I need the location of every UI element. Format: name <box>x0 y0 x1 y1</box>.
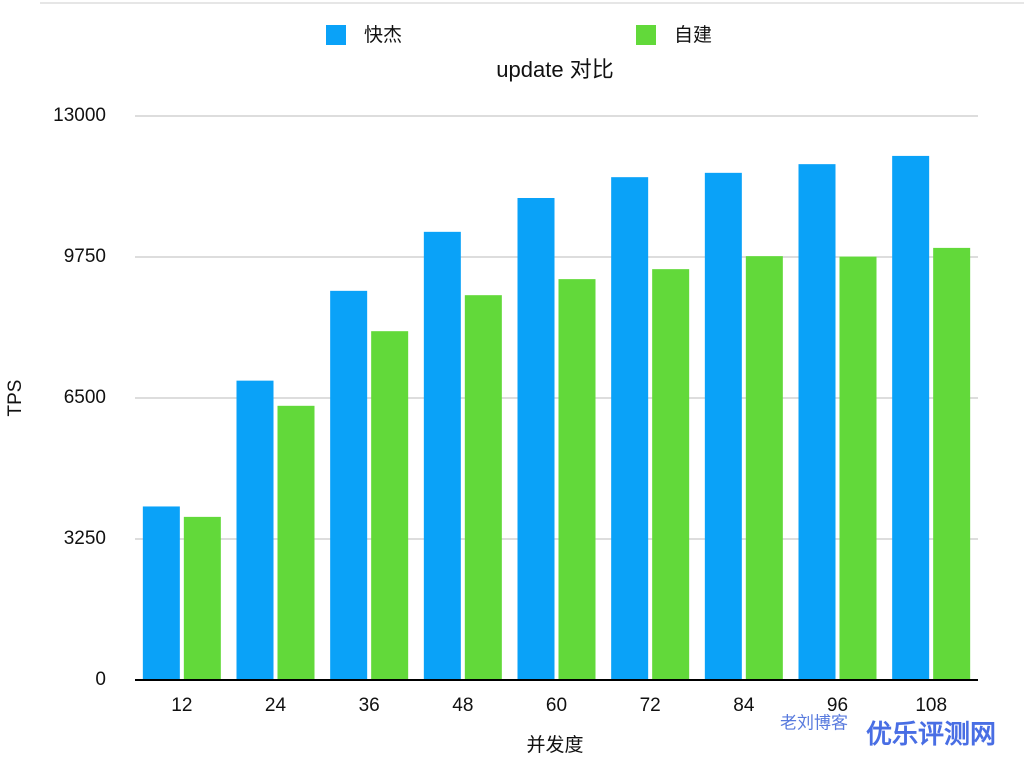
y-tick-label: 9750 <box>64 246 106 267</box>
bar <box>277 405 315 680</box>
x-axis-label: 并发度 <box>526 734 583 756</box>
watermark: 优乐评测网 <box>866 719 996 749</box>
bar <box>330 290 368 680</box>
bar <box>558 279 596 680</box>
bar <box>892 155 930 681</box>
x-tick-label: 24 <box>265 695 287 716</box>
bar <box>183 516 221 680</box>
legend-swatch <box>326 25 346 45</box>
watermark: 老刘博客 <box>780 713 848 732</box>
y-tick-label: 3250 <box>64 528 106 549</box>
x-tick-label: 48 <box>452 695 473 716</box>
bar <box>745 256 783 680</box>
bar <box>839 256 877 680</box>
bar <box>371 331 409 680</box>
bar <box>611 177 649 680</box>
x-tick-label: 96 <box>827 695 848 716</box>
bar <box>142 506 180 680</box>
bar <box>652 269 690 680</box>
x-tick-label: 36 <box>359 695 380 716</box>
legend-label: 快杰 <box>364 24 402 46</box>
bar <box>464 295 502 680</box>
y-tick-label: 0 <box>95 669 106 690</box>
x-tick-label: 60 <box>546 695 567 716</box>
chart-title: update 对比 <box>496 57 613 82</box>
y-tick-label: 13000 <box>53 105 106 126</box>
x-tick-label: 12 <box>171 695 192 716</box>
bar <box>236 380 274 680</box>
bar <box>798 164 836 680</box>
bar <box>517 197 555 680</box>
bar <box>423 231 461 681</box>
y-axis-label: TPS <box>5 380 26 417</box>
bar <box>704 172 742 680</box>
x-tick-label: 108 <box>915 695 947 716</box>
legend-swatch <box>636 25 656 45</box>
bar <box>933 247 971 681</box>
x-tick-label: 72 <box>640 695 661 716</box>
legend-label: 自建 <box>674 24 712 46</box>
x-tick-label: 84 <box>733 695 755 716</box>
y-tick-label: 6500 <box>64 387 106 408</box>
